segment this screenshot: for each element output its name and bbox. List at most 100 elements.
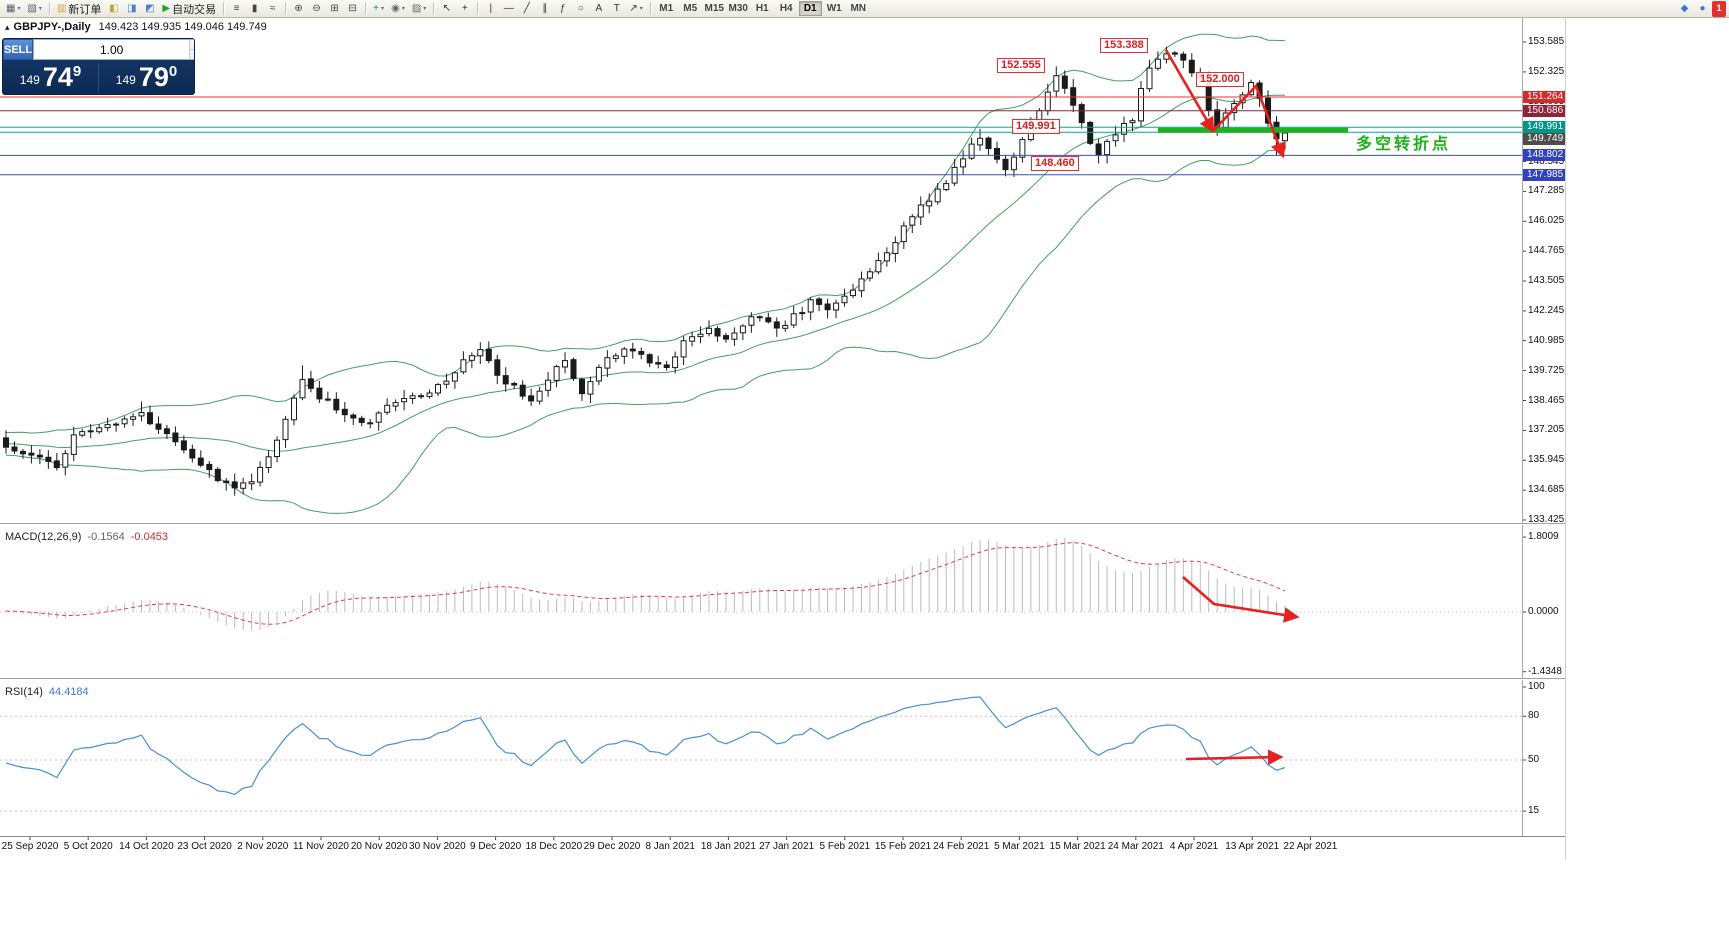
candle-body — [333, 398, 340, 411]
timeframe-button-h1[interactable]: H1 — [755, 3, 769, 14]
channel-button[interactable]: ∥ — [536, 1, 553, 17]
periods-button[interactable]: ◉ ▾ — [388, 1, 408, 17]
candlestick-icon: ▮ — [251, 2, 258, 14]
profiles-button[interactable]: ▧ ▾ — [24, 1, 44, 17]
fibonacci-icon: ƒ — [560, 2, 566, 14]
text-button[interactable]: A — [590, 1, 607, 17]
tile-windows-button[interactable]: ⊞ — [326, 1, 343, 17]
collapse-panel-icon[interactable]: ▴ — [5, 22, 10, 32]
candle-body — [392, 402, 399, 407]
timeframe-button-m1[interactable]: M1 — [659, 3, 674, 14]
sell-button[interactable]: SELL — [3, 39, 34, 60]
panel-splitter[interactable] — [0, 523, 1565, 525]
candle-body — [587, 381, 594, 395]
arrows-button[interactable]: ↗ ▾ — [626, 1, 645, 17]
candle-body — [28, 452, 35, 456]
new-order-button[interactable]: ▥ 新订单 — [54, 1, 104, 17]
auto-trading-icon: ▶ — [162, 2, 171, 14]
templates-button[interactable]: ▨ ▾ — [409, 1, 429, 17]
timeframe-button-d1[interactable]: D1 — [798, 1, 822, 16]
label-button[interactable]: T — [608, 1, 625, 17]
navigator-button[interactable]: ◩ — [141, 1, 158, 17]
trendline-button[interactable]: ╱ — [518, 1, 535, 17]
candle-body — [443, 380, 450, 385]
new-order-button-label: 新订单 — [68, 3, 102, 16]
candle-body — [358, 417, 365, 423]
new-chart-button[interactable]: ▦ ▾ — [3, 1, 23, 17]
timeframe-button-h4[interactable]: H4 — [779, 3, 793, 14]
candle-body — [460, 359, 467, 373]
candle-body — [731, 332, 738, 340]
candle-body — [866, 271, 873, 279]
shapes-button[interactable]: ○ — [572, 1, 589, 17]
line-chart-button[interactable]: ≈ — [264, 1, 281, 17]
volume-up-button[interactable]: ▲ — [190, 40, 194, 50]
candle-body — [138, 412, 145, 417]
trendline-icon: ╱ — [523, 2, 530, 14]
new-chart-icon: ▦ — [6, 2, 16, 14]
timeframe-button-m30[interactable]: M30 — [728, 3, 748, 14]
candle-body — [494, 359, 501, 376]
chevron-down-icon: ▾ — [381, 6, 385, 12]
candle-body — [519, 384, 526, 397]
notification-badge[interactable]: 1 — [1712, 0, 1726, 17]
candle-body — [663, 364, 670, 368]
candle-body — [883, 252, 890, 262]
candle-body — [604, 357, 611, 369]
buy-price-pips: 79 — [138, 62, 169, 92]
candle-body — [1205, 77, 1212, 111]
crosshair-button[interactable]: + — [456, 1, 473, 17]
candle-body — [850, 289, 856, 297]
toolbar-separator — [649, 2, 651, 15]
cursor-button[interactable]: ↖ — [438, 1, 455, 17]
timeframe-button-w1[interactable]: W1 — [826, 3, 842, 14]
candle-body — [1146, 67, 1153, 90]
chevron-down-icon: ▾ — [423, 6, 427, 12]
buy-price[interactable]: 149 79 0 — [99, 63, 194, 93]
candle-body — [197, 457, 204, 466]
data-window-button[interactable]: ◨ — [123, 1, 140, 17]
chat-icon[interactable]: ● — [1694, 1, 1711, 17]
vertical-line-button[interactable]: | — [482, 1, 499, 17]
candle-body — [706, 327, 712, 335]
market-watch-button[interactable]: ◧ — [105, 1, 122, 17]
candle-body — [790, 313, 797, 326]
fibonacci-button[interactable]: ƒ — [554, 1, 571, 17]
candle-body — [79, 431, 86, 436]
timeframe-button-m15[interactable]: M15 — [704, 3, 724, 14]
candle-body — [1019, 139, 1026, 158]
candlestick-button[interactable]: ▮ — [246, 1, 263, 17]
auto-trading-button[interactable]: ▶ 自动交易 — [159, 1, 219, 17]
indicators-button[interactable]: + ▾ — [370, 1, 387, 17]
volume-input[interactable] — [34, 40, 190, 59]
bar-chart-icon: ≡ — [233, 2, 240, 14]
buy-price-integer: 149 — [115, 73, 136, 87]
sell-price[interactable]: 149 74 9 — [3, 63, 98, 93]
candle-body — [350, 414, 357, 419]
periods-icon: ◉ — [391, 2, 400, 14]
volume-down-button[interactable]: ▼ — [190, 50, 194, 59]
zoom-in-button[interactable]: ⊕ — [290, 1, 307, 17]
bar-chart-button[interactable]: ≡ — [228, 1, 245, 17]
templates-icon: ▨ — [411, 2, 422, 14]
candle-body — [231, 481, 238, 489]
candle-body — [629, 348, 636, 352]
candle-body — [180, 440, 187, 451]
cascade-windows-button[interactable]: ⊟ — [344, 1, 361, 17]
candle-body — [1104, 140, 1111, 156]
timeframe-button-mn[interactable]: MN — [850, 3, 866, 14]
candle-body — [401, 398, 408, 403]
zoom-out-button[interactable]: ⊖ — [308, 1, 325, 17]
toolbar-separator — [365, 2, 367, 15]
candle-body — [435, 384, 441, 394]
horizontal-line-button[interactable]: — — [500, 1, 517, 17]
line-chart-icon: ≈ — [269, 2, 276, 14]
panel-splitter[interactable] — [0, 678, 1565, 680]
candle-body — [155, 423, 162, 430]
cascade-windows-icon: ⊟ — [348, 2, 357, 14]
data-window-icon: ◨ — [127, 2, 137, 14]
community-icon[interactable]: ◆ — [1676, 1, 1693, 17]
timeframe-button-m5[interactable]: M5 — [683, 3, 698, 14]
